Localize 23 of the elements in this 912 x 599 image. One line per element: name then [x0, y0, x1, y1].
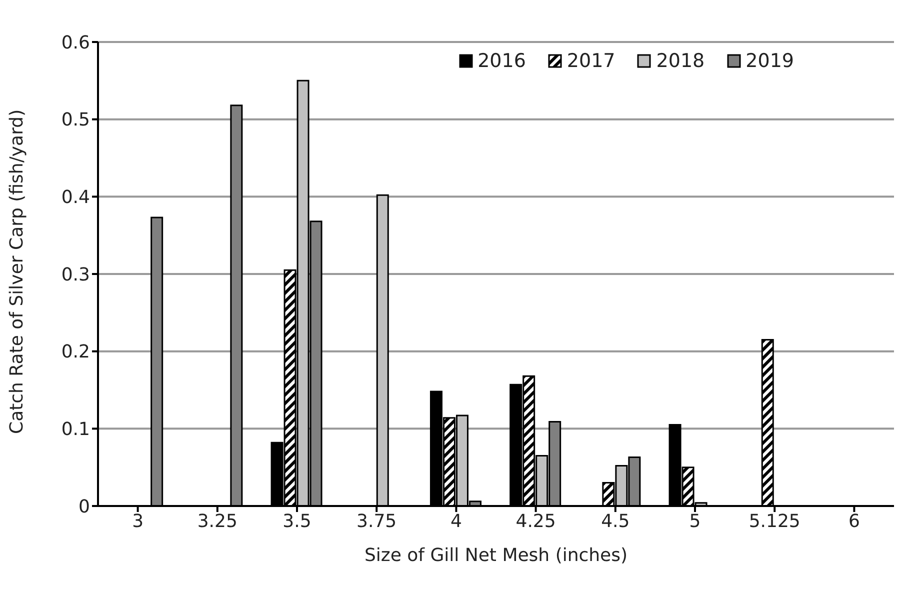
x-tick-label: 5.125 [748, 510, 800, 532]
x-axis-title: Size of Gill Net Mesh (inches) [364, 545, 628, 566]
y-axis-title: Catch Rate of Silver Carp (fish/yard) [6, 109, 28, 434]
y-tick-label: 0.5 [61, 110, 90, 131]
x-tick-label: 3.5 [282, 510, 312, 532]
legend-label: 2016 [478, 50, 526, 72]
legend-label: 2019 [746, 50, 794, 72]
y-tick-label: 0.6 [61, 32, 90, 54]
x-tick-label: 5 [689, 510, 701, 532]
x-tick-label: 3 [132, 510, 144, 532]
legend-label: 2017 [566, 50, 616, 72]
y-tick-label: 0.3 [61, 264, 90, 286]
x-tick-label: 4 [450, 510, 462, 532]
y-tick-label: 0.4 [61, 187, 90, 208]
x-tick-label: 3.25 [197, 510, 238, 532]
x-tick-label: 6 [848, 510, 860, 532]
y-tick-label: 0 [78, 496, 90, 518]
legend-label: 2018 [656, 50, 705, 72]
y-tick-label: 0.1 [61, 419, 90, 440]
y-tick-label: 0.2 [61, 342, 90, 363]
x-tick-label: 4.25 [516, 510, 556, 532]
x-tick-label: 4.5 [601, 510, 630, 532]
x-tick-label: 3.75 [356, 510, 397, 532]
